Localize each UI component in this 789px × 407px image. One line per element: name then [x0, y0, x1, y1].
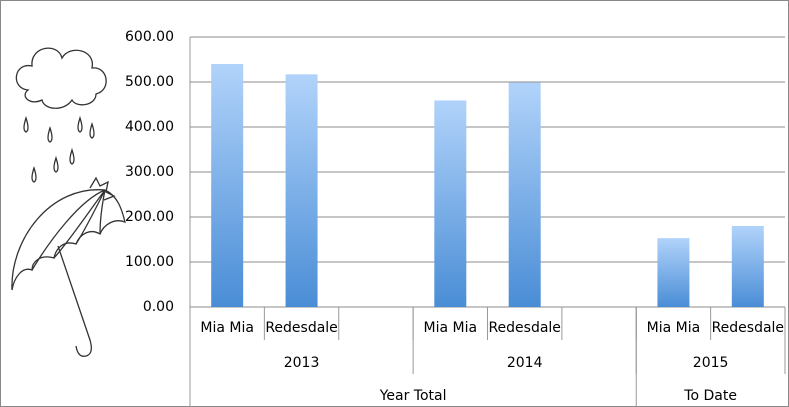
y-tick-label: 0.00 — [143, 299, 174, 315]
year-label: 2015 — [693, 355, 729, 371]
group-label: Year Total — [379, 388, 447, 404]
group-label: To Date — [683, 388, 737, 404]
bar — [211, 64, 243, 307]
x-tick-label: Redesdale — [488, 320, 560, 336]
bar — [732, 226, 764, 307]
x-tick-label: Mia Mia — [647, 320, 701, 336]
x-tick-label: Mia Mia — [424, 320, 478, 336]
year-label: 2013 — [284, 355, 320, 371]
bar — [657, 238, 689, 307]
y-tick-label: 400.00 — [125, 119, 174, 135]
page: 0.00 100.00 200.00 300.00 400.00 500.00 600.00… — [0, 0, 789, 407]
bar — [509, 82, 541, 307]
x-tick-label: Mia Mia — [200, 320, 254, 336]
y-tick-label: 200.00 — [125, 209, 174, 225]
y-tick-label: 500.00 — [125, 74, 174, 90]
bar — [434, 100, 466, 307]
x-tick-label: Redesdale — [712, 320, 784, 336]
year-label: 2014 — [507, 355, 543, 371]
y-tick-label: 300.00 — [125, 164, 174, 180]
y-tick-label: 600.00 — [125, 29, 174, 45]
x-tick-label: Redesdale — [265, 320, 337, 336]
bar — [286, 74, 318, 307]
y-tick-label: 100.00 — [125, 254, 174, 270]
chart: 0.00 100.00 200.00 300.00 400.00 500.00 600.00… — [0, 0, 789, 407]
